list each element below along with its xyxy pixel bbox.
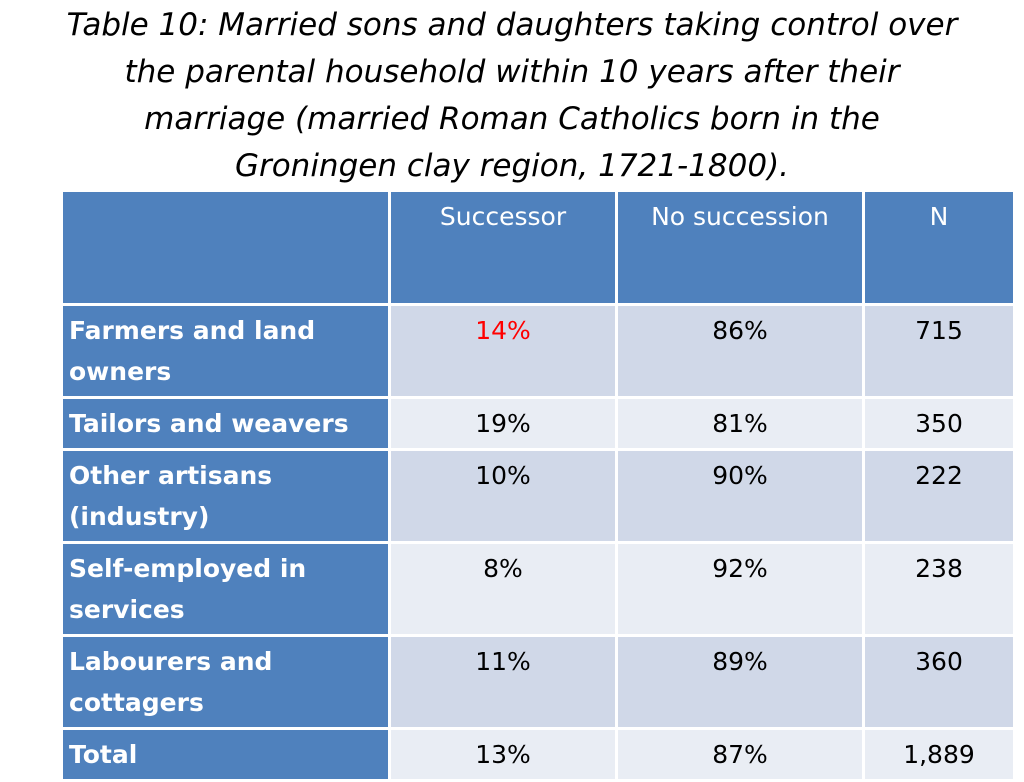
successor-cell: 13% xyxy=(388,727,618,782)
row-label: Farmers and land owners xyxy=(60,303,391,399)
header-row: Successor No succession N xyxy=(60,189,1016,306)
table-row: Tailors and weavers 19% 81% 350 xyxy=(60,396,1016,451)
n-cell: 360 xyxy=(862,634,1016,730)
n-cell: 715 xyxy=(862,303,1016,399)
title-line: Groningen clay region, 1721-1800). xyxy=(234,148,790,184)
n-cell: 222 xyxy=(862,448,1016,544)
successor-cell: 19% xyxy=(388,396,618,451)
title-line: Table 10: Married sons and daughters tak… xyxy=(66,7,958,43)
header-blank-cell xyxy=(60,189,391,306)
n-cell: 1,889 xyxy=(862,727,1016,782)
row-label: Other artisans (industry) xyxy=(60,448,391,544)
title-line: marriage (married Roman Catholics born i… xyxy=(144,101,880,137)
slide-title: Table 10: Married sons and daughters tak… xyxy=(40,2,984,190)
no-succession-cell: 86% xyxy=(615,303,865,399)
successor-cell: 11% xyxy=(388,634,618,730)
table-row: Labourers and cottagers 11% 89% 360 xyxy=(60,634,1016,730)
succession-table: Successor No succession N Farmers and la… xyxy=(60,189,1016,782)
row-label: Labourers and cottagers xyxy=(60,634,391,730)
header-n: N xyxy=(862,189,1016,306)
title-line: the parental household within 10 years a… xyxy=(124,54,900,90)
table-row-total: Total 13% 87% 1,889 xyxy=(60,727,1016,782)
header-no-succession: No succession xyxy=(615,189,865,306)
row-label: Total xyxy=(60,727,391,782)
table-row: Other artisans (industry) 10% 90% 222 xyxy=(60,448,1016,544)
n-cell: 238 xyxy=(862,541,1016,637)
n-cell: 350 xyxy=(862,396,1016,451)
successor-cell: 8% xyxy=(388,541,618,637)
no-succession-cell: 81% xyxy=(615,396,865,451)
row-label: Self-employed in services xyxy=(60,541,391,637)
no-succession-cell: 87% xyxy=(615,727,865,782)
row-label: Tailors and weavers xyxy=(60,396,391,451)
successor-cell: 14% xyxy=(388,303,618,399)
no-succession-cell: 89% xyxy=(615,634,865,730)
no-succession-cell: 92% xyxy=(615,541,865,637)
no-succession-cell: 90% xyxy=(615,448,865,544)
successor-cell: 10% xyxy=(388,448,618,544)
header-successor: Successor xyxy=(388,189,618,306)
table-row: Self-employed in services 8% 92% 238 xyxy=(60,541,1016,637)
table-row: Farmers and land owners 14% 86% 715 xyxy=(60,303,1016,399)
